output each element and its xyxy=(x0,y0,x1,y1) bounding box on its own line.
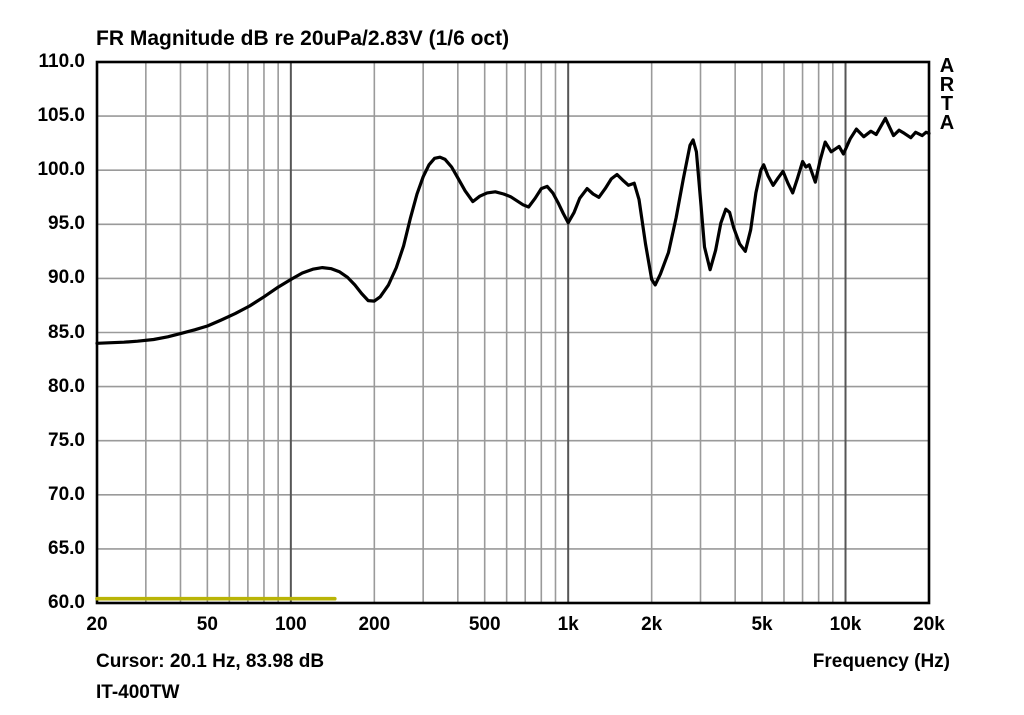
y-tick-label: 85.0 xyxy=(48,321,85,343)
chart-title: FR Magnitude dB re 20uPa/2.83V (1/6 oct) xyxy=(96,27,510,50)
fr-magnitude-curve xyxy=(95,116,931,345)
y-tick-label: 70.0 xyxy=(48,483,85,505)
y-tick-label: 65.0 xyxy=(48,537,85,559)
measurement-label: IT-400TW xyxy=(96,682,180,703)
y-tick-label: 110.0 xyxy=(38,51,86,72)
arta-letter: A xyxy=(939,112,955,134)
arta-letter: R xyxy=(939,74,955,96)
arta-letter: T xyxy=(940,93,954,115)
cursor-readout: Cursor: 20.1 Hz, 83.98 dB xyxy=(96,651,325,672)
x-tick-label: 5k xyxy=(751,614,773,635)
x-tick-label: 100 xyxy=(274,614,307,635)
x-tick-label: 20k xyxy=(913,614,945,635)
y-tick-label: 100.0 xyxy=(37,159,85,181)
arta-letter: A xyxy=(939,55,955,77)
x-tick-label: 500 xyxy=(468,614,501,635)
x-axis-labels: 20 50 100 200 500 1k 2k 5k 10k 20k xyxy=(0,613,1024,639)
y-tick-label: 75.0 xyxy=(48,429,85,451)
x-tick-label: 1k xyxy=(557,614,579,635)
y-tick-label: 80.0 xyxy=(48,375,85,397)
y-tick-label: 60.0 xyxy=(48,592,85,613)
y-tick-label: 90.0 xyxy=(48,267,85,289)
x-tick-label: 2k xyxy=(641,614,663,635)
x-axis-title: Frequency (Hz) xyxy=(812,651,950,672)
y-tick-label: 105.0 xyxy=(37,105,85,127)
x-tick-label: 50 xyxy=(196,614,218,635)
x-tick-label: 20 xyxy=(86,614,108,635)
plot-border xyxy=(95,60,931,605)
x-tick-label: 200 xyxy=(358,614,391,635)
x-tick-label: 10k xyxy=(829,614,862,635)
y-axis-labels: 110.0 105.0 100.0 95.0 90.0 85.0 80.0 75.0 70.0 6… xyxy=(0,0,100,715)
y-tick-label: 95.0 xyxy=(48,213,85,235)
